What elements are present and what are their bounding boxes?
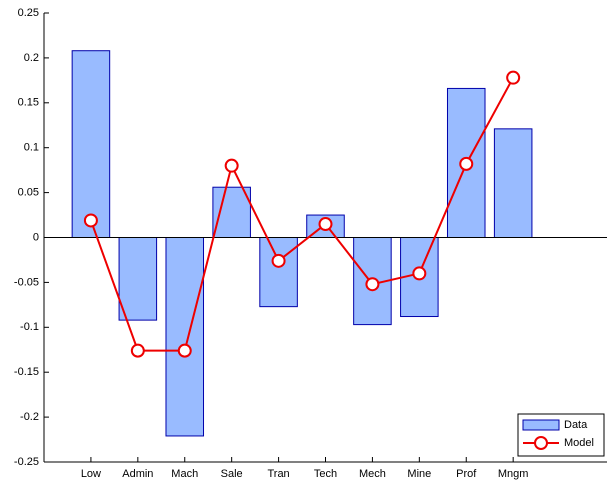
marker (224, 158, 239, 173)
marker (271, 253, 286, 268)
x-tick-label: Tran (267, 468, 289, 480)
y-tick-label: 0.05 (18, 187, 39, 199)
y-tick-label: 0.2 (24, 52, 39, 64)
y-tick-label: -0.05 (14, 276, 39, 288)
bar (118, 237, 158, 321)
x-tick-label: Tech (314, 468, 337, 480)
y-tick-label: -0.25 (14, 456, 39, 468)
y-tick-label: 0.15 (18, 97, 39, 109)
marker (318, 217, 333, 232)
legend-label: Model (564, 437, 594, 449)
line (89, 77, 515, 352)
bar (71, 50, 111, 238)
x-tick-label: Admin (122, 468, 153, 480)
y-tick-label: 0.25 (18, 7, 39, 19)
x-tick-label: Low (81, 468, 101, 480)
x-tick-label: Prof (456, 468, 477, 480)
bar (212, 186, 251, 239)
legend: Data Model (517, 413, 605, 457)
x-tick-label: Mech (359, 468, 386, 480)
y-tick-label: -0.1 (20, 321, 39, 333)
marker (83, 213, 98, 228)
legend-swatch (522, 419, 560, 431)
x-tick-label: Mach (171, 468, 198, 480)
bar (493, 128, 533, 238)
legend-marker (534, 436, 548, 450)
bar (165, 237, 205, 437)
y-tick-label: -0.15 (14, 366, 39, 378)
y-tick-label: -0.2 (20, 411, 39, 423)
legend-label: Data (564, 419, 588, 431)
y-tick-label: 0 (33, 231, 39, 243)
x-tick-label: Mngm (498, 468, 529, 480)
marker (177, 343, 192, 358)
bar (259, 237, 298, 308)
marker (130, 343, 145, 358)
marker (506, 70, 521, 85)
x-tick-label: Sale (221, 468, 243, 480)
marker (412, 266, 427, 281)
marker (365, 277, 380, 292)
marker (459, 156, 474, 171)
x-tick-label: Mine (407, 468, 431, 480)
y-tick-label: 0.1 (24, 142, 39, 154)
